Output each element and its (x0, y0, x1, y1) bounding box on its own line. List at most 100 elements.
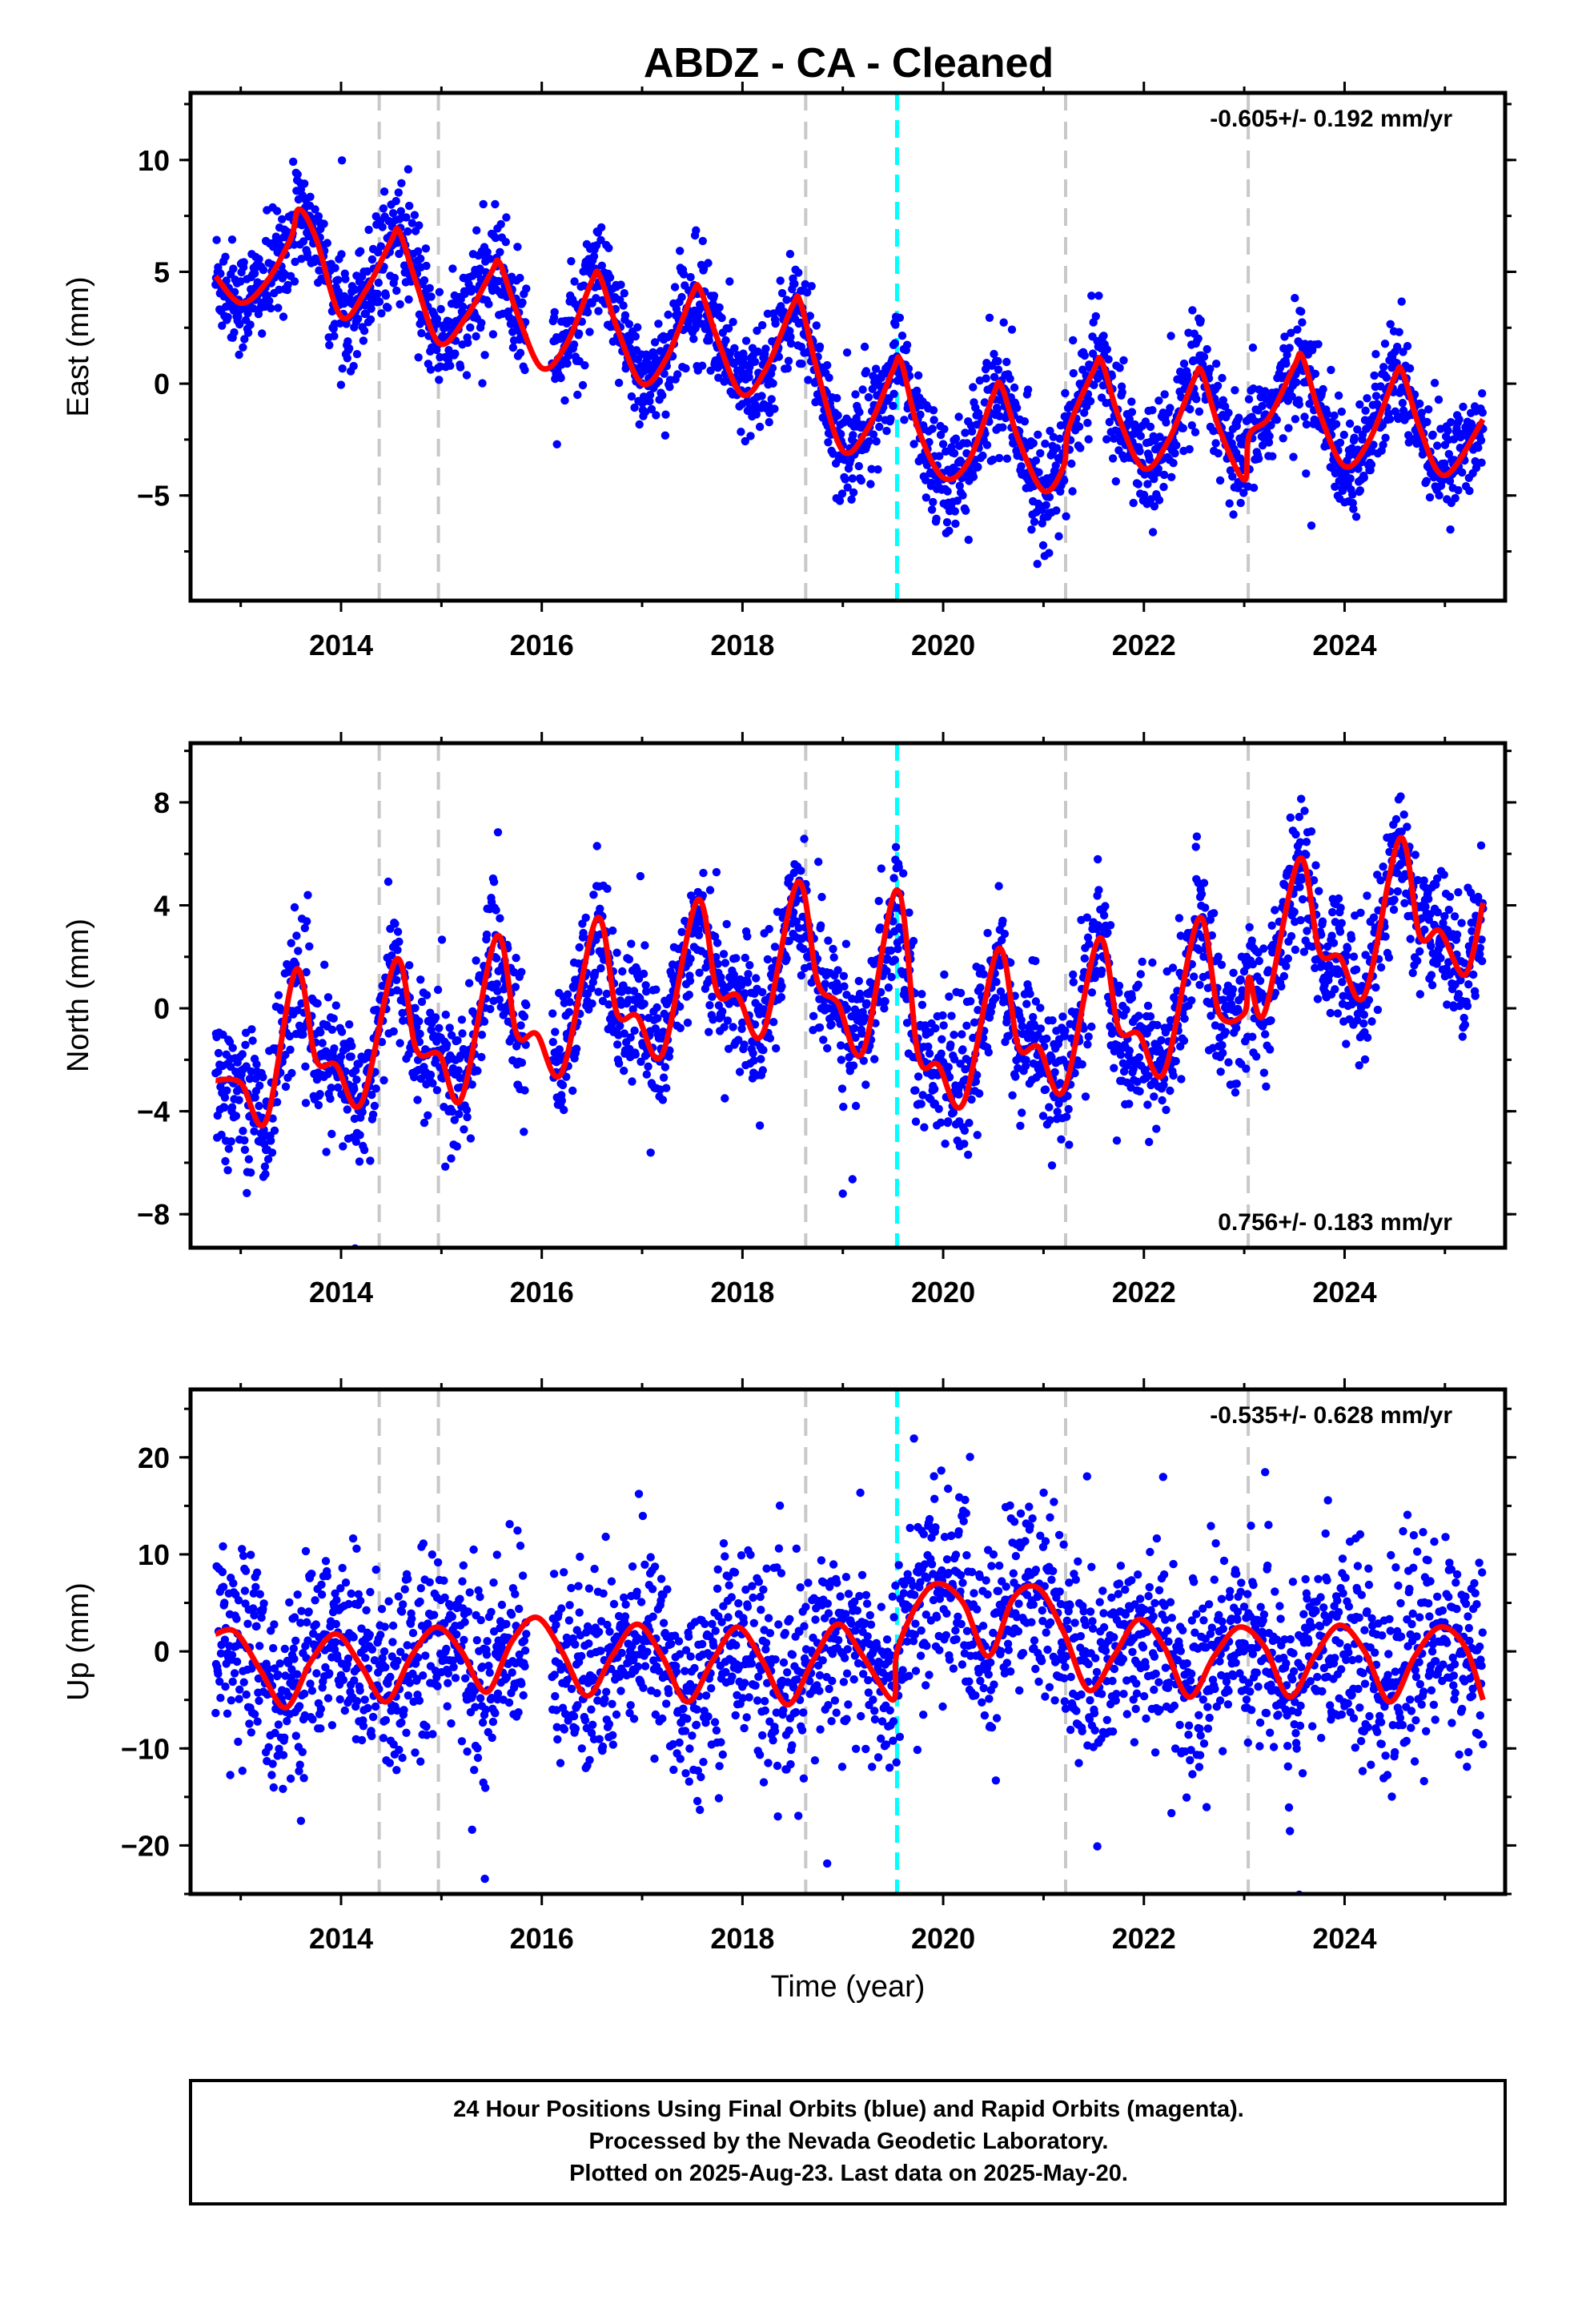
north-point (315, 1090, 324, 1099)
east-point (1017, 462, 1026, 471)
east-point (341, 275, 350, 283)
north-point (794, 923, 803, 932)
east-point (573, 390, 582, 400)
east-point (812, 321, 821, 330)
north-point (247, 1067, 255, 1076)
north-point (890, 955, 900, 964)
east-point (1135, 447, 1144, 456)
north-point (718, 1007, 727, 1016)
north-point (949, 1108, 958, 1117)
east-point (1127, 397, 1136, 406)
east-point (394, 188, 403, 197)
north-point (636, 1057, 645, 1067)
east-point (483, 247, 492, 256)
north-point (1125, 1100, 1134, 1108)
east-point (677, 292, 686, 302)
east-point (1422, 476, 1431, 485)
north-point (433, 985, 443, 995)
east-point (1285, 344, 1294, 352)
north-point (851, 1101, 861, 1111)
east-point (1160, 390, 1169, 399)
east-point (1395, 328, 1403, 336)
east-point (1471, 456, 1480, 466)
east-point (392, 286, 401, 296)
east-point (807, 282, 816, 291)
east-point (777, 288, 787, 298)
north-point (861, 1013, 869, 1023)
north-point (1112, 1136, 1122, 1145)
east-point (849, 488, 858, 497)
east-point (1415, 399, 1424, 408)
east-point (1319, 384, 1327, 394)
east-point (704, 259, 713, 267)
north-point (934, 1104, 943, 1113)
north-point (293, 1006, 302, 1015)
east-point (1244, 395, 1254, 404)
north-point (1315, 887, 1323, 895)
north-point (1338, 978, 1347, 987)
east-point (973, 420, 982, 429)
north-point (224, 1144, 233, 1153)
east-x-tick-label: 2022 (1112, 629, 1176, 661)
east-point (676, 247, 685, 255)
north-point (477, 1052, 486, 1062)
east-point (999, 318, 1008, 327)
north-point (267, 1136, 275, 1145)
east-x-tick-label: 2024 (1312, 629, 1376, 661)
north-point (677, 927, 686, 937)
east-point (404, 295, 413, 304)
north-point (749, 1056, 758, 1065)
east-point (658, 391, 667, 400)
east-point (630, 403, 639, 412)
east-point (714, 373, 723, 382)
north-point (931, 1023, 940, 1033)
east-point (1255, 454, 1263, 463)
east-point (1159, 470, 1169, 480)
east-point (556, 373, 565, 383)
east-point (1397, 297, 1406, 306)
north-point (1197, 890, 1207, 899)
east-point (1302, 469, 1311, 478)
east-point (1215, 476, 1225, 485)
east-point (338, 364, 347, 373)
east-point (625, 336, 634, 345)
north-point (1136, 970, 1146, 979)
north-point (343, 1105, 351, 1114)
north-point (1018, 1022, 1027, 1031)
east-point (1179, 359, 1189, 368)
east-point (857, 476, 866, 485)
east-point (681, 364, 690, 373)
north-point (512, 954, 520, 963)
east-point (364, 225, 373, 235)
east-point (962, 439, 972, 448)
east-point (851, 390, 860, 399)
north-point (416, 975, 425, 984)
east-point (962, 506, 970, 515)
north-point (1062, 1112, 1071, 1121)
north-point (1295, 838, 1305, 846)
north-point (1248, 960, 1258, 969)
east-point (1477, 458, 1486, 467)
east-point (797, 360, 806, 368)
north-point (827, 1020, 836, 1029)
north-point (1168, 963, 1178, 972)
east-point (786, 332, 795, 341)
east-point (1020, 417, 1030, 426)
north-point (331, 1001, 340, 1010)
north-point (757, 1055, 765, 1063)
east-point (425, 283, 434, 292)
north-point (516, 1021, 525, 1030)
north-point (616, 1021, 624, 1031)
east-point (873, 465, 882, 474)
east-point (502, 213, 511, 222)
north-point (1083, 933, 1093, 942)
north-point (371, 1084, 380, 1093)
east-point (230, 328, 239, 337)
north-point (824, 936, 833, 945)
east-point (1348, 490, 1357, 499)
east-point (289, 157, 298, 167)
north-point (383, 877, 393, 887)
east-point (670, 283, 680, 292)
east-point (1334, 391, 1343, 400)
east-point (989, 455, 998, 464)
